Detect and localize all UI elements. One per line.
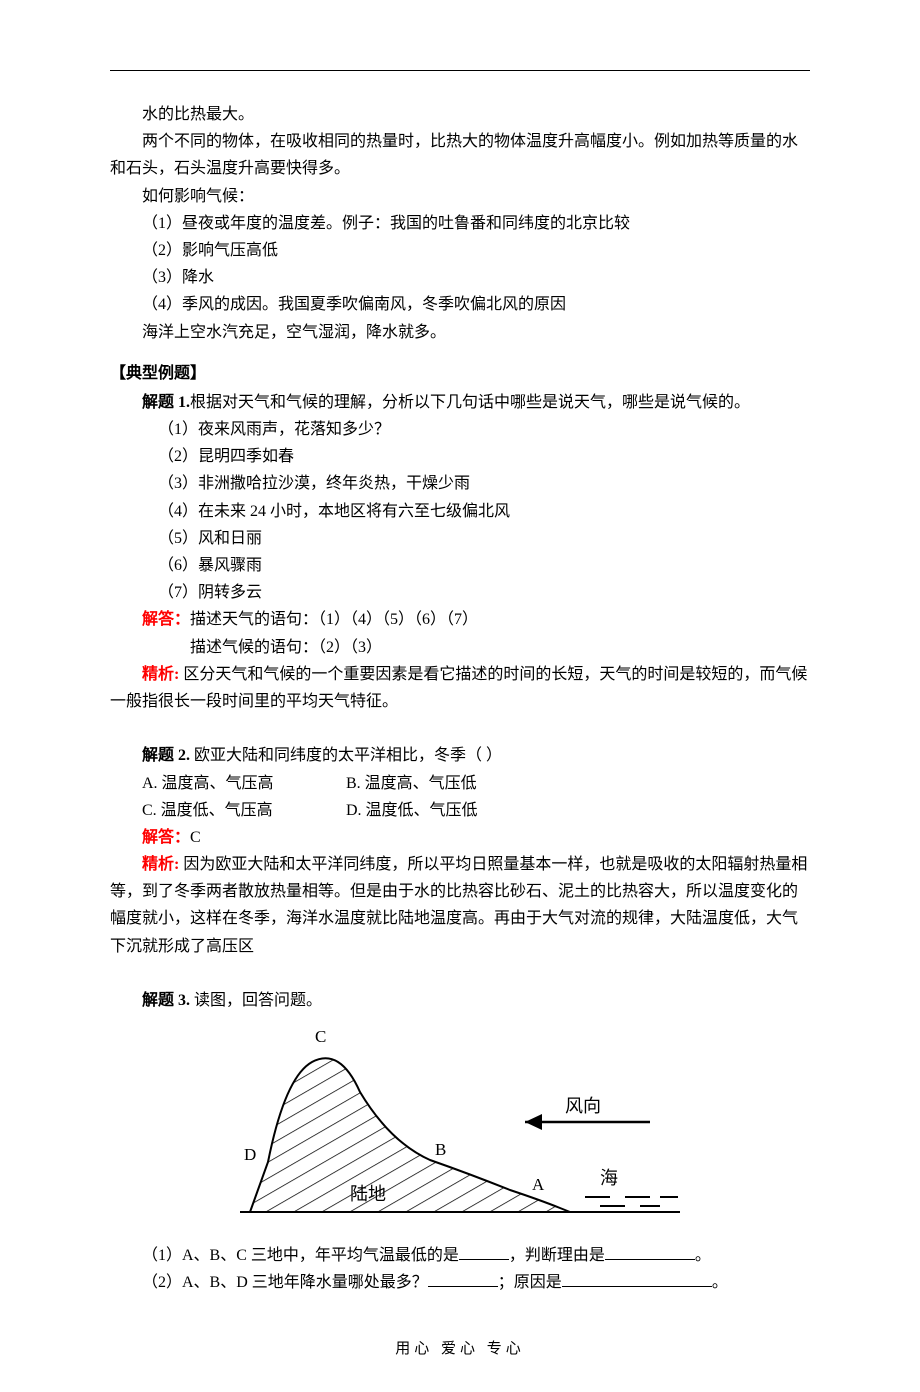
q1-analysis-label: 精析: [142, 666, 179, 683]
intro-line-2: 两个不同的物体，在吸收相同的热量时，比热大的物体温度升高幅度小。例如加热等质量的… [110, 128, 810, 182]
page-footer: 用心 爱心 专心 [110, 1337, 810, 1363]
q1-answer-1: 描述天气的语句：（1）（4）（5）（6）（7） [190, 611, 478, 628]
q3-sub2-b: ；原因是 [498, 1274, 562, 1291]
q1-answer-line-2: 描述气候的语句：（2）（3） [110, 634, 810, 661]
document-page: 水的比热最大。 两个不同的物体，在吸收相同的热量时，比热大的物体温度升高幅度小。… [0, 0, 920, 1392]
q3-sub1-a: （1）A、B、C 三地中，年平均气温最低的是 [142, 1247, 459, 1264]
intro-line-3: 如何影响气候： [110, 183, 810, 210]
top-rule [110, 70, 810, 71]
q2-answer-line: 解答：C [110, 824, 810, 851]
q1-answer-line-1: 解答：描述天气的语句：（1）（4）（5）（6）（7） [110, 606, 810, 633]
q3-sub1-c: 。 [695, 1247, 711, 1264]
intro-point-2: （2）影响气压高低 [110, 237, 810, 264]
svg-text:海: 海 [600, 1168, 618, 1188]
q1-item-2: （2）昆明四季如春 [110, 443, 810, 470]
q2-stem-line: 解题 2. 欧亚大陆和同纬度的太平洋相比，冬季（ ） [110, 742, 810, 769]
svg-text:风向: 风向 [565, 1096, 601, 1116]
q3-sub2-a: （2）A、B、D 三地年降水量哪处最多？ [142, 1274, 428, 1291]
q3-sub-2: （2）A、B、D 三地年降水量哪处最多？ ；原因是 。 [110, 1269, 810, 1296]
q3-blank-2 [605, 1259, 695, 1260]
q2-stem: 欧亚大陆和同纬度的太平洋相比，冬季（ ） [190, 747, 502, 764]
q2-options-row-1: A. 温度高、气压高 B. 温度高、气压低 [110, 770, 810, 797]
q3-blank-4 [562, 1286, 712, 1287]
svg-text:D: D [244, 1145, 256, 1164]
section-title: 【典型例题】 [110, 360, 810, 387]
q2-option-b: B. 温度高、气压低 [346, 770, 546, 797]
q1-analysis-text: 区分天气和气候的一个重要因素是看它描述的时间的长短，天气的时间是较短的，而气候一… [110, 666, 807, 710]
q3-stem: 读图，回答问题。 [190, 992, 322, 1009]
intro-point-3: （3）降水 [110, 264, 810, 291]
q3-sub2-c: 。 [712, 1274, 728, 1291]
q2-analysis: 精析: 因为欧亚大陆和太平洋同纬度，所以平均日照量基本一样，也就是吸收的太阳辐射… [110, 851, 810, 960]
intro-point-1: （1）昼夜或年度的温度差。例子：我国的吐鲁番和同纬度的北京比较 [110, 210, 810, 237]
q3-blank-1 [459, 1259, 509, 1260]
q2-option-c: C. 温度低、气压高 [142, 797, 342, 824]
svg-text:陆地: 陆地 [350, 1184, 386, 1204]
q1-item-1: （1）夜来风雨声，花落知多少？ [110, 416, 810, 443]
q2-options-row-2: C. 温度低、气压高 D. 温度低、气压低 [110, 797, 810, 824]
q3-sub-1: （1）A、B、C 三地中，年平均气温最低的是 ，判断理由是 。 [110, 1242, 810, 1269]
q3-stem-line: 解题 3. 读图，回答问题。 [110, 987, 810, 1014]
intro-line-4: 海洋上空水汽充足，空气湿润，降水就多。 [110, 319, 810, 346]
q1-item-5: （5）风和日丽 [110, 525, 810, 552]
q1-label: 解题 1. [142, 394, 190, 411]
q1-answer-label: 解答： [142, 611, 190, 628]
q1-item-7: （7）阴转多云 [110, 579, 810, 606]
intro-line-1: 水的比热最大。 [110, 101, 810, 128]
q2-answer: C [190, 829, 201, 846]
q2-answer-label: 解答： [142, 829, 190, 846]
q3-figure: C D B A 陆地 海 风向 [230, 1022, 690, 1232]
q1-item-3: （3）非洲撒哈拉沙漠，终年炎热，干燥少雨 [110, 470, 810, 497]
svg-text:C: C [315, 1027, 326, 1046]
q3-sub1-b: ，判断理由是 [509, 1247, 605, 1264]
svg-text:B: B [435, 1140, 446, 1159]
q3-label: 解题 3. [142, 992, 190, 1009]
q1-analysis: 精析: 区分天气和气候的一个重要因素是看它描述的时间的长短，天气的时间是较短的，… [110, 661, 810, 715]
svg-text:A: A [532, 1175, 545, 1194]
q1-stem-line: 解题 1.根据对天气和气候的理解，分析以下几句话中哪些是说天气，哪些是说气候的。 [110, 389, 810, 416]
q2-option-a: A. 温度高、气压高 [142, 770, 342, 797]
intro-point-4: （4）季风的成因。我国夏季吹偏南风，冬季吹偏北风的原因 [110, 291, 810, 318]
q2-analysis-text: 因为欧亚大陆和太平洋同纬度，所以平均日照量基本一样，也就是吸收的太阳辐射热量相等… [110, 856, 807, 955]
q1-item-4: （4）在未来 24 小时，本地区将有六至七级偏北风 [110, 498, 810, 525]
q2-label: 解题 2. [142, 747, 190, 764]
q1-item-6: （6）暴风骤雨 [110, 552, 810, 579]
q1-stem: 根据对天气和气候的理解，分析以下几句话中哪些是说天气，哪些是说气候的。 [190, 394, 750, 411]
q2-option-d: D. 温度低、气压低 [346, 797, 546, 824]
q3-blank-3 [428, 1286, 498, 1287]
q2-analysis-label: 精析: [142, 856, 179, 873]
